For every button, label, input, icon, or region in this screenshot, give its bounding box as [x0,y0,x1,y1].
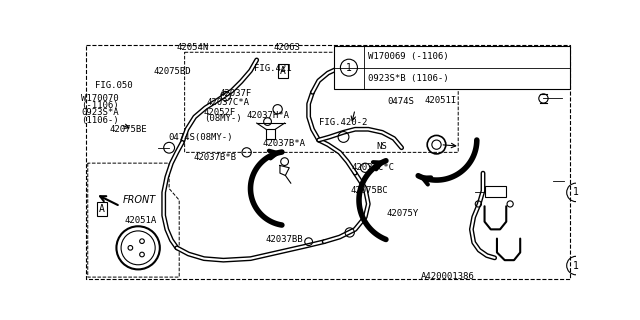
Text: 0474S(08MY-): 0474S(08MY-) [168,133,233,142]
Text: 42075BE: 42075BE [110,125,147,134]
Text: 42052F: 42052F [204,108,236,117]
Text: (08MY-): (08MY-) [204,114,242,123]
Text: 42037F: 42037F [220,89,252,98]
Text: 42054N: 42054N [177,43,209,52]
Text: A: A [280,66,286,76]
Text: 0923S*A: 0923S*A [81,108,119,117]
Bar [484,186,506,197]
Text: 42037H*A: 42037H*A [246,111,290,120]
Text: A: A [99,204,104,214]
Bar [334,46,570,89]
Text: 42051A: 42051A [125,216,157,225]
Text: W170070: W170070 [81,93,119,102]
Text: FIG.420-2: FIG.420-2 [319,118,367,127]
Text: 1: 1 [573,188,579,197]
Text: 1: 1 [346,63,352,73]
Text: 42075BD: 42075BD [154,67,191,76]
Text: (1106-): (1106-) [81,116,119,125]
Text: 0923S*B (1106-): 0923S*B (1106-) [368,74,449,83]
Text: 42063: 42063 [273,43,300,52]
Text: A420001386: A420001386 [421,272,475,281]
Text: 1: 1 [573,260,579,270]
Text: 42037B*B: 42037B*B [193,153,236,162]
Text: 42037C*C: 42037C*C [352,163,395,172]
Text: FIG.421: FIG.421 [253,64,291,73]
Text: (-1106): (-1106) [81,101,119,110]
Text: W170069 (-1106): W170069 (-1106) [368,52,449,61]
Text: 42075Y: 42075Y [387,209,419,218]
Text: 42075BC: 42075BC [350,186,388,195]
Text: FRONT: FRONT [123,195,156,205]
Text: 42051I: 42051I [425,96,457,105]
Text: NS: NS [376,142,387,151]
Text: 42037BB: 42037BB [266,236,303,244]
Text: 0474S: 0474S [388,98,414,107]
Text: FIG.050: FIG.050 [95,81,132,90]
Text: 42037B*A: 42037B*A [262,139,305,148]
Text: 42037C*A: 42037C*A [207,99,250,108]
